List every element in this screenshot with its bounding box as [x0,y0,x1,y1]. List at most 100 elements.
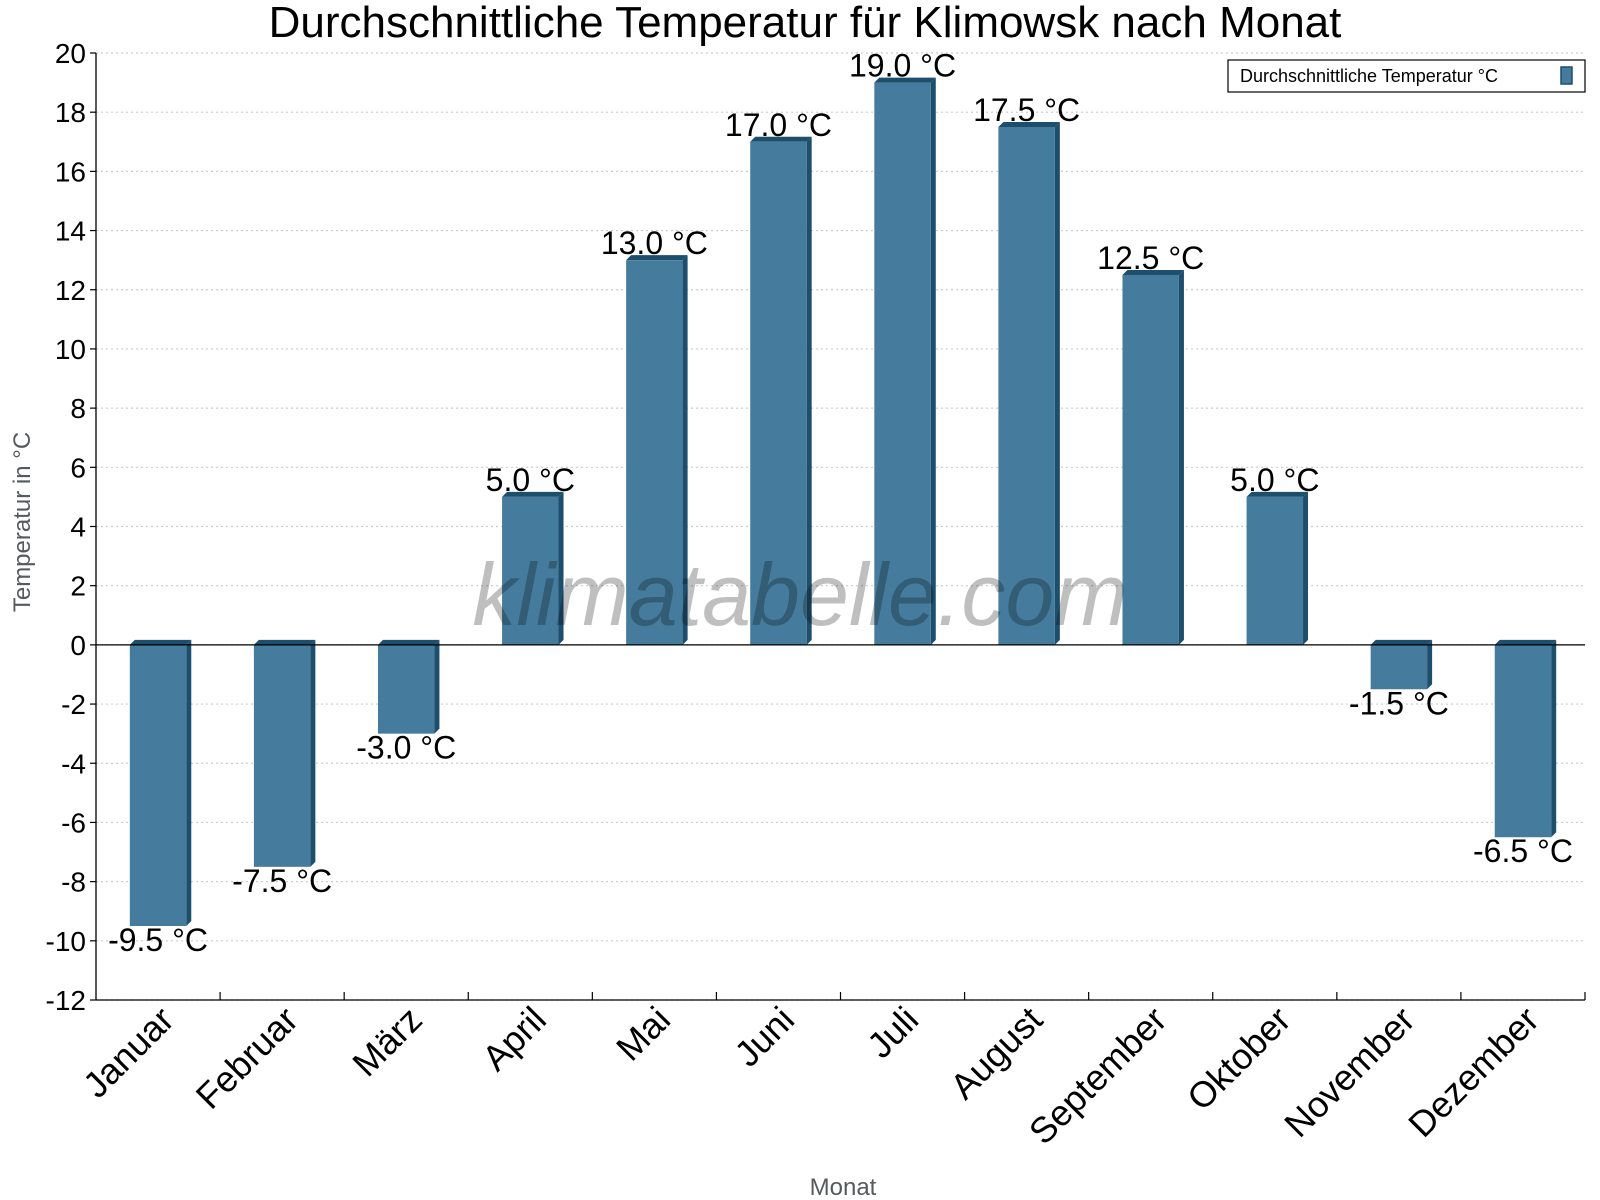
bar-top [1246,491,1309,497]
bar-face [377,644,435,734]
x-tick-label: März [344,999,430,1085]
legend-label: Durchschnittliche Temperatur °C [1240,66,1498,86]
bar-side [806,136,812,645]
bar-top [1122,269,1184,275]
x-tick-label: Januar [75,999,182,1106]
y-tick-label: -8 [61,867,86,898]
bar-face [502,496,559,645]
bar-face [1122,274,1179,645]
y-tick-label: -10 [46,926,86,957]
bar-top [129,639,192,645]
bar-side [186,639,192,927]
data-label: 17.5 °C [973,92,1080,128]
data-label: 17.0 °C [725,107,832,143]
data-label: -9.5 °C [108,922,208,958]
bar [129,639,192,927]
y-tick-label: 14 [55,216,86,247]
x-tick-label: Dezember [1400,999,1546,1145]
bar-top [750,136,812,142]
bar-top [1494,639,1557,645]
bar-side [1178,269,1184,645]
bar-top [626,255,688,261]
bar-top [1370,639,1433,645]
y-tick-label: 16 [55,156,86,187]
bar-side [434,639,440,734]
bar-side [1303,491,1309,645]
y-tick-label: 8 [70,393,86,424]
bar-side [682,255,688,645]
bar-face [874,82,931,645]
y-tick-label: -2 [61,689,86,720]
x-tick-label: August [942,999,1050,1107]
grid [96,52,1585,1001]
x-axis-ticks: Januar Februar März April Mai Juni Juli AugustS… [75,992,1586,1152]
bar-face [1494,644,1552,838]
x-tick-label: Februar [188,999,306,1117]
y-tick-label: 18 [55,97,86,128]
y-tick-label: 4 [70,512,86,543]
data-label: 19.0 °C [849,48,956,84]
bar-side [1551,639,1557,838]
bar [1494,639,1557,838]
data-label: 5.0 °C [1230,462,1319,498]
legend-box [1227,59,1586,93]
bar-face [253,644,311,867]
bar [1122,269,1184,645]
y-tick-label: 2 [70,571,86,602]
bar-side [558,491,564,645]
data-label: -1.5 °C [1349,685,1449,721]
bar [750,136,812,645]
data-label: 13.0 °C [601,225,708,261]
y-tick-label: 20 [55,38,86,69]
bar [502,491,564,645]
bar [1370,639,1433,690]
bar [377,639,440,734]
bar-top [502,491,564,497]
chart-title: Durchschnittliche Temperatur für Klimows… [269,0,1342,47]
bar-side [1427,639,1433,690]
bar-face [750,141,807,645]
data-labels: -9.5 °C -7.5 °C -3.0 °C 5.0 °C 13.0 °C 17.0 °… [108,48,1573,958]
x-tick-label: Oktober [1179,999,1299,1119]
bar [998,121,1060,645]
x-tick-label: Mai [608,999,678,1069]
legend: Durchschnittliche Temperatur °C [1227,59,1586,93]
y-tick-label: 6 [70,452,86,483]
data-label: -6.5 °C [1473,833,1573,869]
bar-top [998,121,1060,127]
y-tick-label: -12 [46,985,86,1016]
bar-top [377,639,440,645]
bar-face [1246,496,1304,645]
bar-side [310,639,316,867]
bar [253,639,316,867]
data-label: -7.5 °C [232,863,332,899]
bar [1246,491,1309,645]
bar-side [930,77,936,645]
y-tick-label: -4 [61,748,86,779]
bar-face [1370,644,1428,690]
x-tick-label: Juni [726,999,802,1075]
bars [129,77,1557,927]
y-tick-label: 12 [55,275,86,306]
bar-face [998,126,1055,645]
x-tick-label: April [474,999,554,1079]
bar-face [129,644,187,927]
bar [626,255,688,645]
y-tick-label: 0 [70,630,86,661]
bar-side [1054,121,1060,645]
data-label: 5.0 °C [486,462,575,498]
x-tick-label: November [1276,999,1422,1145]
data-label: 12.5 °C [1097,240,1204,276]
y-tick-label: -6 [61,807,86,838]
data-label: -3.0 °C [356,730,456,766]
y-tick-label: 10 [55,334,86,365]
watermark: klimatabelle.com [472,545,1127,644]
bar-top [874,77,936,83]
y-axis-ticks: -12 -10 -8 -6 -4 -2 0 2 4 6 8 10 12 14 16 18 20 [46,38,96,1016]
bar-top [253,639,316,645]
x-axis-title: Monat [810,1174,877,1200]
x-tick-label: Juli [859,999,926,1066]
legend-swatch [1560,66,1573,85]
y-axis-title: Temperatur in °C [9,432,36,612]
